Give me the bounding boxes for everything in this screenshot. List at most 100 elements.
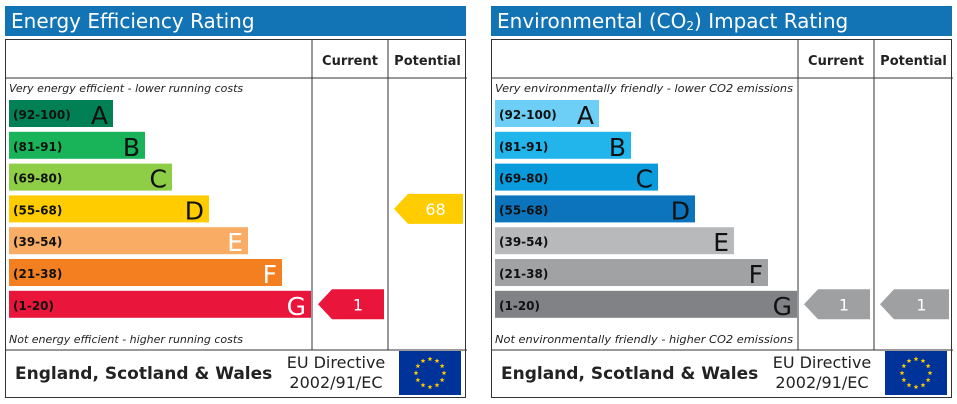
energy-chart: Current Potential Very energy efficient - … (6, 40, 467, 351)
band-letter-b: B (609, 133, 626, 162)
band-bar-e (495, 227, 734, 255)
current-rating-value: 1 (839, 295, 849, 314)
flag-star (913, 384, 919, 390)
band-bar-g (9, 290, 311, 318)
band-range-f: (21-38) (13, 267, 62, 281)
flag-star (913, 356, 919, 362)
env-directive-line2: 2002/91/EC (775, 373, 869, 392)
flag-star (925, 377, 931, 383)
eu-flag-icon (399, 351, 461, 395)
top-note: Very environmentally friendly - lower CO… (495, 82, 793, 95)
flag-star (920, 382, 926, 388)
band-range-e: (39-54) (499, 235, 548, 249)
band-range-f: (21-38) (499, 267, 548, 281)
band-letter-f: F (263, 260, 277, 289)
bottom-note: Not environmentally friendly - higher CO… (495, 333, 793, 346)
flag-star (420, 358, 426, 363)
flag-star (439, 363, 445, 369)
flag-star (906, 382, 912, 388)
band-letter-g: G (773, 292, 792, 321)
band-range-g: (1-20) (499, 299, 540, 313)
band-bar-d (495, 195, 695, 223)
header-potential: Potential (880, 54, 947, 69)
flag-star (415, 377, 421, 383)
bottom-note: Not energy efficient - higher running co… (9, 333, 243, 346)
band-range-b: (81-91) (13, 140, 62, 154)
flag-star (927, 370, 933, 376)
band-range-e: (39-54) (13, 235, 62, 249)
energy-panel-title: Energy Efficiency Rating (5, 6, 466, 36)
header-current: Current (808, 54, 864, 69)
energy-chart-box: Current Potential Very energy efficient - … (5, 39, 467, 398)
flag-star (420, 382, 426, 388)
header-current: Current (322, 54, 378, 69)
flag-star (439, 377, 445, 383)
band-letter-b: B (123, 133, 140, 162)
energy-directive-line2: 2002/91/EC (289, 373, 383, 392)
band-bar-f (495, 259, 768, 286)
flag-star (427, 356, 433, 362)
potential-rating-arrow (394, 193, 463, 224)
potential-rating-value: 1 (916, 295, 926, 314)
band-letter-e: E (713, 228, 729, 257)
env-title-post: ) Impact Rating (694, 9, 849, 33)
band-bar-a (9, 100, 113, 127)
band-range-c: (69-80) (499, 172, 548, 186)
band-letter-f: F (749, 260, 763, 289)
band-letter-c: C (150, 165, 167, 194)
flag-star (920, 358, 926, 363)
band-range-a: (92-100) (13, 108, 71, 122)
band-letter-a: A (91, 101, 108, 130)
environmental-chart-box: Current Potential Very environmentally fri… (491, 39, 953, 398)
band-letter-d: D (671, 196, 690, 225)
band-range-g: (1-20) (13, 299, 54, 313)
band-letter-e: E (227, 228, 243, 257)
flag-star (901, 377, 907, 383)
flag-star (415, 363, 421, 369)
env-directive-line1: EU Directive (772, 353, 872, 372)
energy-directive-line1: EU Directive (286, 353, 386, 372)
band-range-b: (81-91) (499, 140, 548, 154)
environmental-chart: Current Potential Very environmentally fri… (492, 40, 953, 351)
band-range-d: (55-68) (13, 203, 62, 217)
band-bar-b (9, 131, 145, 159)
band-bar-b (495, 131, 631, 159)
band-range-c: (69-80) (13, 172, 62, 186)
band-bar-f (9, 259, 282, 286)
env-title-pre: Environmental (CO (497, 9, 687, 33)
environmental-impact-panel: Environmental (CO2) Impact Rating Curren… (491, 6, 953, 398)
band-bar-d (9, 195, 209, 223)
eu-flag-icon (885, 351, 947, 395)
energy-footer-country: England, Scotland & Wales (15, 364, 273, 384)
band-bar-e (9, 227, 248, 255)
flag-star (925, 363, 931, 369)
env-footer-country: England, Scotland & Wales (501, 364, 759, 384)
band-range-a: (92-100) (499, 108, 557, 122)
flag-star (901, 363, 907, 369)
band-bar-a (495, 100, 599, 127)
env-title-sub: 2 (686, 19, 695, 33)
potential-rating-value: 68 (425, 200, 445, 219)
band-letter-g: G (287, 292, 306, 321)
band-bar-c (9, 163, 172, 191)
band-letter-d: D (185, 196, 204, 225)
band-bar-g (495, 290, 797, 318)
band-letter-a: A (577, 101, 594, 130)
flag-star (441, 370, 447, 376)
flag-star (906, 358, 912, 363)
energy-footer-directive: EU Directive 2002/91/EC (275, 353, 397, 393)
flag-star (434, 358, 440, 363)
current-rating-arrow (318, 289, 384, 320)
flag-star (899, 370, 905, 376)
potential-rating-arrow (880, 289, 949, 320)
flag-star (434, 382, 440, 388)
top-note: Very energy efficient - lower running co… (9, 82, 243, 95)
current-rating-arrow (804, 289, 870, 320)
flag-star (413, 370, 419, 376)
band-range-d: (55-68) (499, 203, 548, 217)
energy-efficiency-panel: Energy Efficiency Rating Current Potentia… (5, 6, 467, 398)
band-bar-c (495, 163, 658, 191)
environmental-panel-title: Environmental (CO2) Impact Rating (491, 6, 952, 36)
band-letter-c: C (636, 165, 653, 194)
env-footer-directive: EU Directive 2002/91/EC (761, 353, 883, 393)
